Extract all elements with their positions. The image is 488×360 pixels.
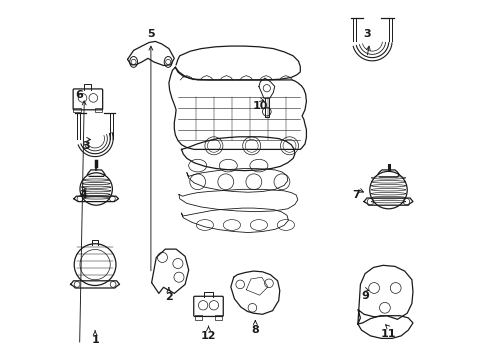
- Bar: [194, 315, 202, 320]
- Text: 5: 5: [147, 29, 154, 39]
- Text: 7: 7: [351, 190, 359, 200]
- Bar: [95, 108, 102, 112]
- Text: 12: 12: [201, 330, 216, 341]
- Text: 3: 3: [82, 141, 90, 151]
- Text: 11: 11: [380, 329, 395, 339]
- Bar: [73, 108, 81, 112]
- Text: 9: 9: [361, 291, 368, 301]
- Text: 10: 10: [252, 101, 268, 111]
- Text: 1: 1: [91, 335, 99, 345]
- Bar: [215, 315, 222, 320]
- Text: 8: 8: [251, 325, 259, 336]
- Text: 6: 6: [76, 90, 83, 100]
- Text: 4: 4: [79, 190, 87, 200]
- Text: 3: 3: [363, 29, 370, 39]
- Text: 2: 2: [164, 292, 172, 302]
